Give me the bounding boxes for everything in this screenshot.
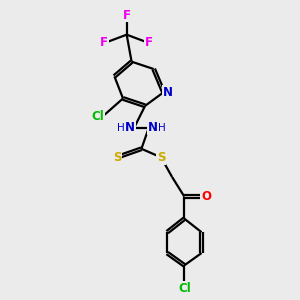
Text: F: F: [123, 8, 131, 22]
Text: S: S: [157, 151, 165, 164]
Text: N: N: [163, 86, 173, 99]
Text: Cl: Cl: [178, 282, 191, 295]
Text: N: N: [125, 122, 135, 134]
Text: F: F: [145, 35, 153, 49]
Text: O: O: [201, 190, 212, 203]
Text: S: S: [112, 151, 121, 164]
Text: N: N: [148, 122, 158, 134]
Text: H: H: [158, 123, 165, 133]
Text: Cl: Cl: [92, 110, 104, 123]
Text: F: F: [100, 35, 108, 49]
Text: H: H: [117, 123, 125, 133]
